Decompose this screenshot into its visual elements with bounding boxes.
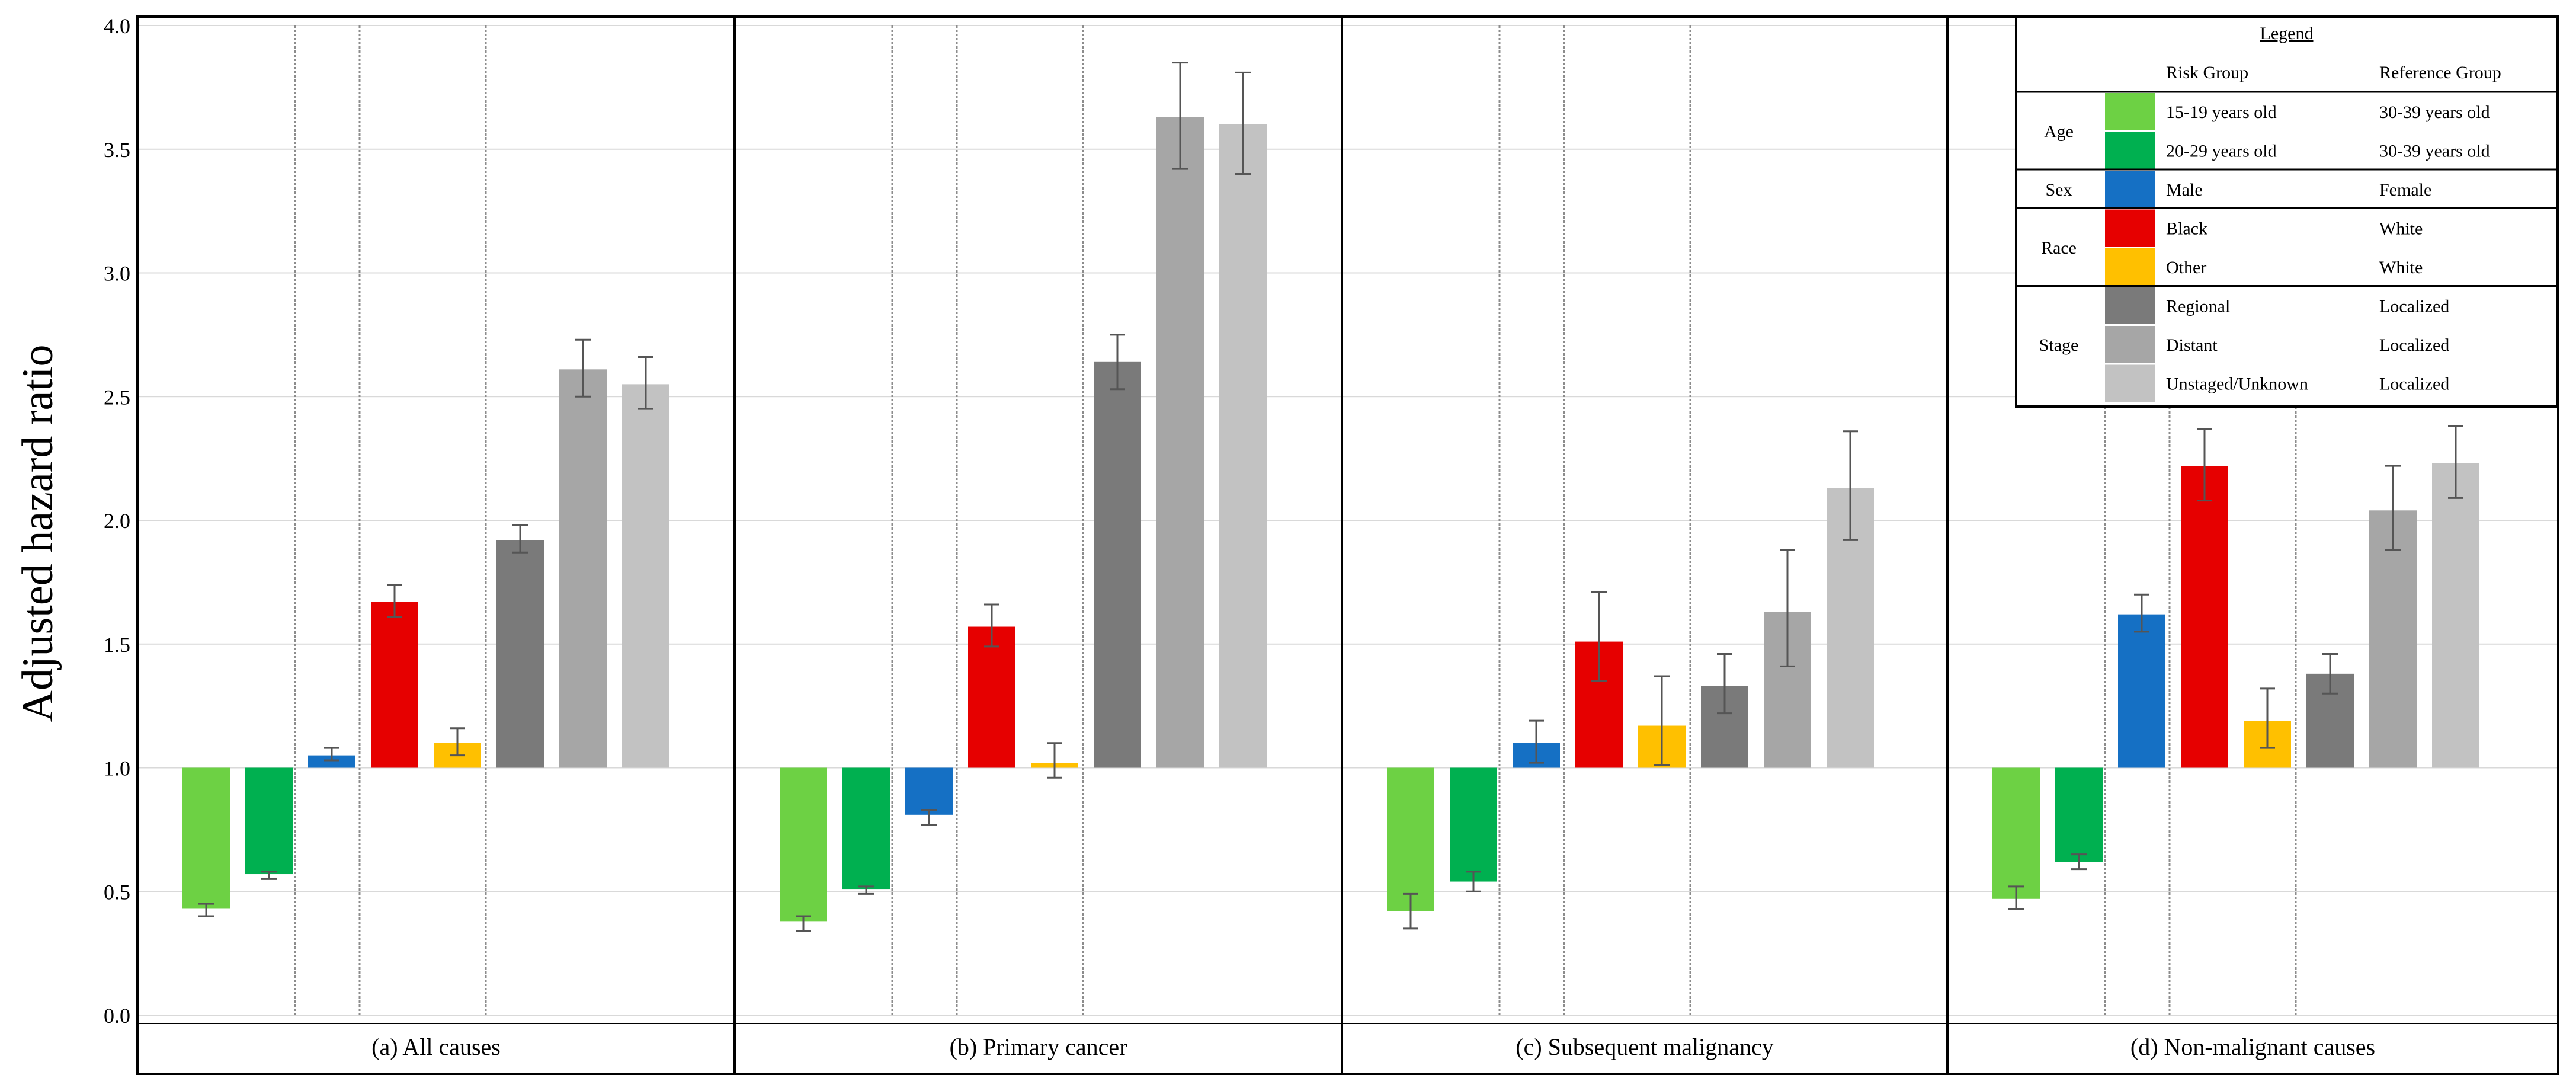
legend-reference-label: Female — [2379, 180, 2431, 200]
y-axis-label: Adjusted hazard ratio — [14, 345, 62, 722]
y-axis-ticks: 0.0 0.5 1.0 1.5 2.0 2.5 3.0 3.5 4.0 — [104, 14, 130, 1028]
bar-unstaged-unknown — [622, 384, 669, 768]
y-tick-label: 0.0 — [104, 1004, 130, 1028]
bar-15-19-years-old — [1992, 767, 2040, 899]
panel: (d) Non-malignant causes — [1946, 15, 2559, 1075]
legend-risk-label: 15-19 years old — [2166, 103, 2277, 122]
bar-20-29-years-old — [842, 767, 890, 890]
legend-reference-label: 30-39 years old — [2379, 103, 2490, 122]
bar-15-19-years-old — [182, 767, 230, 909]
panel-title: (c) Subsequent malignancy — [1516, 1034, 1773, 1060]
y-tick-label: 2.0 — [104, 509, 130, 533]
legend-swatch — [2105, 364, 2155, 402]
panel-title: (a) All causes — [371, 1034, 501, 1060]
legend-reference-label: White — [2379, 258, 2423, 277]
panel: (b) Primary cancer — [733, 15, 1343, 1075]
panel-title: (d) Non-malignant causes — [2130, 1034, 2375, 1060]
legend-swatch — [2105, 287, 2155, 324]
bar-15-19-years-old — [780, 767, 827, 922]
legend-risk-label: Distant — [2166, 335, 2218, 355]
bar-20-29-years-old — [2055, 767, 2103, 862]
y-tick-label: 3.0 — [104, 262, 130, 286]
legend-group-label: Age — [2044, 122, 2074, 142]
legend-swatch — [2105, 171, 2155, 208]
panel: (c) Subsequent malignancy — [1341, 15, 1949, 1075]
legend-reference-label: White — [2379, 219, 2423, 238]
y-tick-label: 2.5 — [104, 385, 130, 409]
panels: (a) All causes (b) Primary cancer (c) Subs… — [136, 15, 2559, 1075]
bar-male — [308, 755, 355, 768]
bar-20-29-years-old — [1450, 767, 1497, 882]
legend-swatch — [2105, 93, 2155, 130]
bar-20-29-years-old — [245, 767, 293, 875]
bar-regional — [496, 540, 544, 768]
bar-black — [968, 626, 1015, 768]
legend-reference-label: Localized — [2379, 296, 2449, 316]
bar-regional — [1094, 361, 1141, 768]
legend-risk-label: Black — [2166, 219, 2207, 238]
legend-risk-label: 20-29 years old — [2166, 141, 2277, 161]
bar-distant — [2369, 510, 2417, 768]
legend-reference-label: Localized — [2379, 374, 2449, 393]
bar-distant — [1156, 117, 1204, 768]
y-tick-label: 1.5 — [104, 633, 130, 657]
legend-title: Legend — [2260, 24, 2314, 43]
legend-risk-label: Unstaged/Unknown — [2166, 374, 2308, 393]
legend-group-label: Stage — [2039, 335, 2079, 355]
legend-swatch — [2105, 209, 2155, 247]
y-tick-label: 0.5 — [104, 880, 130, 904]
y-tick-label: 3.5 — [104, 138, 130, 162]
bar-male — [905, 767, 953, 815]
legend-swatch — [2105, 326, 2155, 363]
legend-reference-label: 30-39 years old — [2379, 141, 2490, 161]
y-tick-label: 4.0 — [104, 14, 130, 38]
legend-swatch — [2105, 132, 2155, 169]
legend-group-label: Sex — [2046, 180, 2072, 200]
legend-header-risk: Risk Group — [2166, 63, 2248, 82]
legend-risk-label: Other — [2166, 258, 2206, 277]
bar-black — [2181, 466, 2228, 768]
legend-header-reference: Reference Group — [2379, 63, 2501, 82]
legend-risk-label: Male — [2166, 180, 2203, 200]
legend-reference-label: Localized — [2379, 335, 2449, 355]
bar-black — [371, 602, 418, 768]
bar-unstaged-unknown — [2432, 463, 2479, 768]
legend-swatch — [2105, 248, 2155, 286]
bar-male — [2118, 614, 2165, 768]
bar-distant — [559, 369, 607, 768]
bar-unstaged-unknown — [1219, 124, 1267, 768]
bar-15-19-years-old — [1387, 767, 1434, 911]
y-tick-label: 1.0 — [104, 757, 130, 780]
legend-group-label: Race — [2041, 238, 2077, 258]
legend: Legend Risk Group Reference Group 15-19 yea… — [2015, 15, 2558, 408]
legend-risk-label: Regional — [2166, 296, 2230, 316]
panel-title: (b) Primary cancer — [950, 1034, 1127, 1060]
panel: (a) All causes — [136, 15, 736, 1075]
